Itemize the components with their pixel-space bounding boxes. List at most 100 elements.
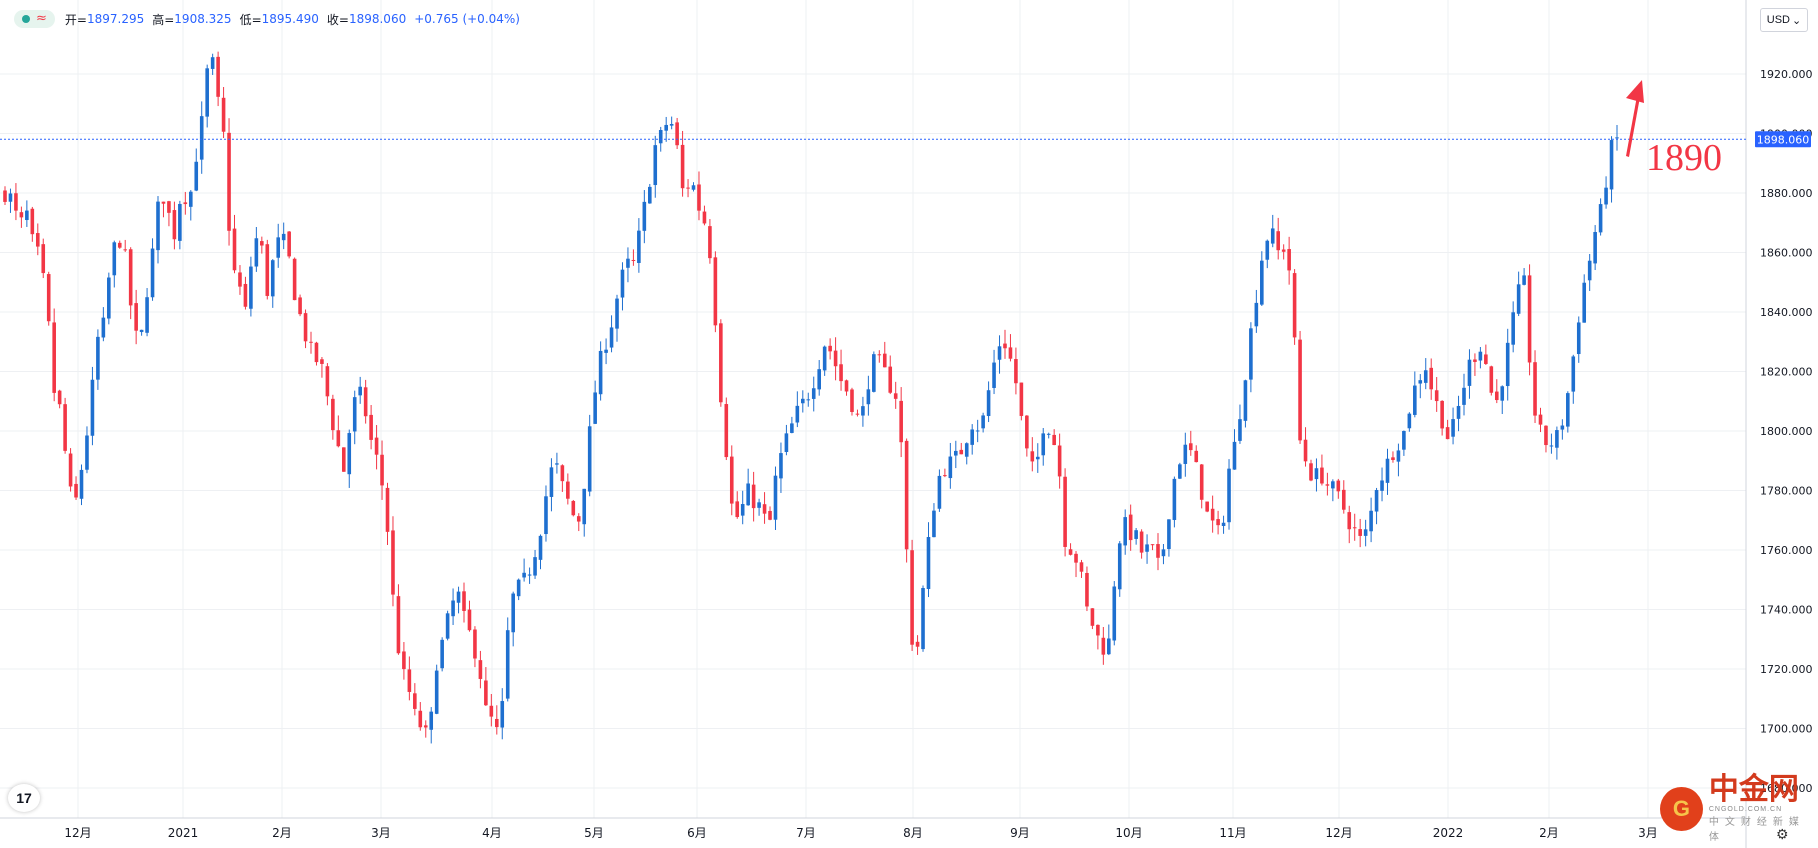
bearish-candle <box>1085 566 1089 612</box>
candle-body <box>249 266 253 309</box>
watermark-name: 中金网 <box>1708 773 1799 806</box>
bullish-candle <box>205 64 209 128</box>
candle-body <box>1167 519 1171 550</box>
bearish-candle <box>571 499 576 517</box>
bearish-candle <box>893 381 898 409</box>
bearish-candle <box>1533 350 1537 423</box>
bearish-candle <box>14 183 18 221</box>
candle-body <box>904 440 909 550</box>
bullish-candle <box>1041 427 1046 466</box>
candle-body <box>1161 549 1166 557</box>
bearish-candle <box>959 442 964 455</box>
bearish-candle <box>128 247 133 320</box>
bullish-candle <box>85 426 89 474</box>
candle-body <box>396 596 401 654</box>
bullish-candle <box>582 488 587 537</box>
bullish-candle <box>822 345 827 376</box>
bearish-candle <box>216 51 220 107</box>
bullish-candle <box>981 412 985 433</box>
candle-body <box>68 453 73 487</box>
bearish-candle <box>1538 407 1543 433</box>
candle-body <box>1358 529 1362 536</box>
candle-body <box>161 201 166 204</box>
candle-body <box>1320 467 1324 484</box>
candle-body <box>57 390 62 405</box>
candle-body <box>729 456 734 504</box>
bearish-candle <box>117 240 122 249</box>
bullish-candle <box>544 485 548 542</box>
bearish-candle <box>303 309 308 349</box>
candle-body <box>970 429 974 445</box>
bearish-candle <box>1341 480 1346 514</box>
bullish-candle <box>598 341 603 401</box>
bearish-candle <box>729 445 734 516</box>
bullish-candle <box>811 376 816 412</box>
candle-body <box>117 242 122 248</box>
candle-body <box>402 651 406 670</box>
candle-body <box>484 680 488 706</box>
candle-body <box>25 210 29 221</box>
bearish-candle <box>325 363 330 406</box>
bearish-candle <box>915 635 920 655</box>
candle-body <box>1314 468 1319 480</box>
candle-body <box>74 483 78 498</box>
bearish-candle <box>3 186 7 206</box>
candle-body <box>784 433 789 452</box>
symbol-status-pill[interactable]: ≈ <box>14 10 55 28</box>
bearish-candle <box>369 405 373 450</box>
candle-body <box>1188 443 1193 451</box>
candle-body <box>986 390 991 416</box>
bullish-candle <box>538 534 543 570</box>
bullish-candle <box>648 183 652 204</box>
low-label: 低= <box>239 12 262 27</box>
bearish-candle <box>1101 627 1106 665</box>
candle-body <box>779 453 783 479</box>
wave-icon: ≈ <box>36 11 47 26</box>
candle-body <box>888 366 893 393</box>
candle-body <box>112 242 117 276</box>
bearish-candle <box>850 387 854 416</box>
tradingview-logo-icon[interactable]: 17 <box>8 784 40 812</box>
close-value: 1898.060 <box>348 12 407 26</box>
candle-body <box>178 203 182 241</box>
candle-body <box>1489 366 1494 393</box>
candle-body <box>1418 380 1423 384</box>
bullish-candle <box>1112 581 1117 646</box>
candle-body <box>1178 464 1182 479</box>
candle-body <box>735 501 740 518</box>
candle-body <box>1232 441 1237 470</box>
bearish-candle <box>910 539 914 651</box>
bullish-candle <box>549 458 554 512</box>
candle-body <box>975 430 980 432</box>
candle-body <box>314 342 319 363</box>
bearish-candle <box>1494 379 1499 404</box>
bullish-candle <box>1265 239 1270 269</box>
bearish-candle <box>904 438 909 563</box>
candle-body <box>292 258 297 301</box>
bearish-candle <box>265 239 270 300</box>
candle-body <box>790 423 794 433</box>
candle-body <box>1478 351 1483 361</box>
candle-body <box>1598 204 1603 233</box>
gear-icon[interactable]: ⚙ <box>1776 826 1789 842</box>
candle-body <box>1139 531 1144 553</box>
candle-body <box>1484 354 1488 364</box>
bearish-candle <box>309 331 313 354</box>
bearish-candle <box>844 379 849 396</box>
bearish-candle <box>1128 504 1133 551</box>
candle-body <box>576 516 581 522</box>
candle-body <box>757 502 761 508</box>
bearish-candle <box>855 409 860 417</box>
currency-select[interactable]: USD ⌄ <box>1760 8 1808 32</box>
candle-body <box>1451 419 1455 437</box>
candle-body <box>1347 512 1352 530</box>
candle-body <box>817 369 821 390</box>
bearish-candle <box>1352 513 1357 541</box>
chart-grid <box>0 0 1746 818</box>
bearish-candle <box>341 447 346 472</box>
candle-body <box>899 400 903 443</box>
candle-body <box>172 210 177 240</box>
candle-body <box>369 414 373 440</box>
bearish-candle <box>1199 464 1204 509</box>
bullish-candle <box>522 558 526 582</box>
